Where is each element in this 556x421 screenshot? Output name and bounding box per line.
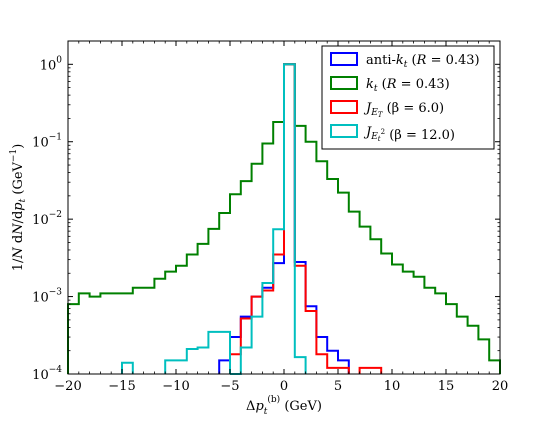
tick-layer: −20 −15 −10 −5 0 5 10 15 20 10−4 10−3 10−2 10−1 100 (32, 40, 509, 394)
legend-swatch-anti-kt (330, 52, 358, 66)
x-tick-label: −10 (162, 379, 189, 394)
y-label-close: ) (11, 144, 26, 149)
series-4-step-0 (121, 361, 134, 374)
y-tick-label: 10−2 (32, 210, 62, 228)
legend-swatch-jet2 (330, 124, 358, 138)
series-4-step-1 (164, 330, 231, 374)
y-axis-label: 1/N dN/dpt (GeV−1) (9, 144, 28, 272)
x-tick-label: −20 (54, 379, 81, 394)
y-label-p: p (11, 202, 26, 211)
x-axis-label-delta: Δ (246, 399, 255, 414)
legend-swatch-kt (330, 76, 358, 90)
y-label-N1: N (11, 247, 26, 260)
legend-label-anti-kt: anti-kt (R = 0.43) (366, 53, 480, 70)
x-axis-label-p: p (255, 399, 264, 414)
y-label-d1: d (11, 235, 26, 247)
y-label-N2: N (11, 223, 26, 236)
legend-label-kt: kt (R = 0.43) (366, 77, 450, 94)
x-tick-label: 20 (492, 379, 509, 394)
x-tick-label: 5 (334, 379, 342, 394)
series-2-step-1 (358, 366, 383, 374)
x-axis-label: Δpt (b) (GeV) (246, 394, 322, 417)
x-axis-label-unit: (GeV) (280, 399, 322, 414)
x-axis-label-sup: (b) (267, 394, 280, 405)
legend-label-jet2: JEt2 (β = 12.0) (363, 125, 455, 143)
legend-swatch-jet (330, 100, 358, 114)
x-tick-label: 0 (280, 379, 288, 394)
x-tick-label: −15 (108, 379, 135, 394)
y-tick-label: 10−1 (32, 133, 62, 151)
x-axis-label-sub: t (264, 407, 268, 417)
legend: anti-kt (R = 0.43) kt (R = 0.43) JET (β … (321, 45, 495, 150)
legend-label-jet: JET (β = 6.0) (363, 101, 444, 119)
y-label-d2: d (11, 211, 26, 219)
y-label-sub: t (18, 198, 28, 202)
y-label-slash: / (11, 218, 26, 223)
series-layer (67, 63, 501, 375)
legend-box (321, 45, 495, 150)
y-label-prefix: 1/ (11, 258, 26, 271)
y-tick-label: 10−4 (32, 365, 62, 383)
y-tick-label: 10−3 (32, 288, 62, 306)
x-tick-label: 15 (438, 379, 455, 394)
series-3-step-0 (230, 63, 307, 375)
y-axis-label-group: 1/N dN/dpt (GeV−1) (9, 144, 28, 272)
y-tick-label: 100 (40, 55, 63, 73)
y-label-exp: −1 (9, 149, 19, 162)
x-tick-label: −5 (220, 379, 239, 394)
y-label-unit: (GeV (11, 161, 26, 198)
x-tick-label: 10 (384, 379, 401, 394)
